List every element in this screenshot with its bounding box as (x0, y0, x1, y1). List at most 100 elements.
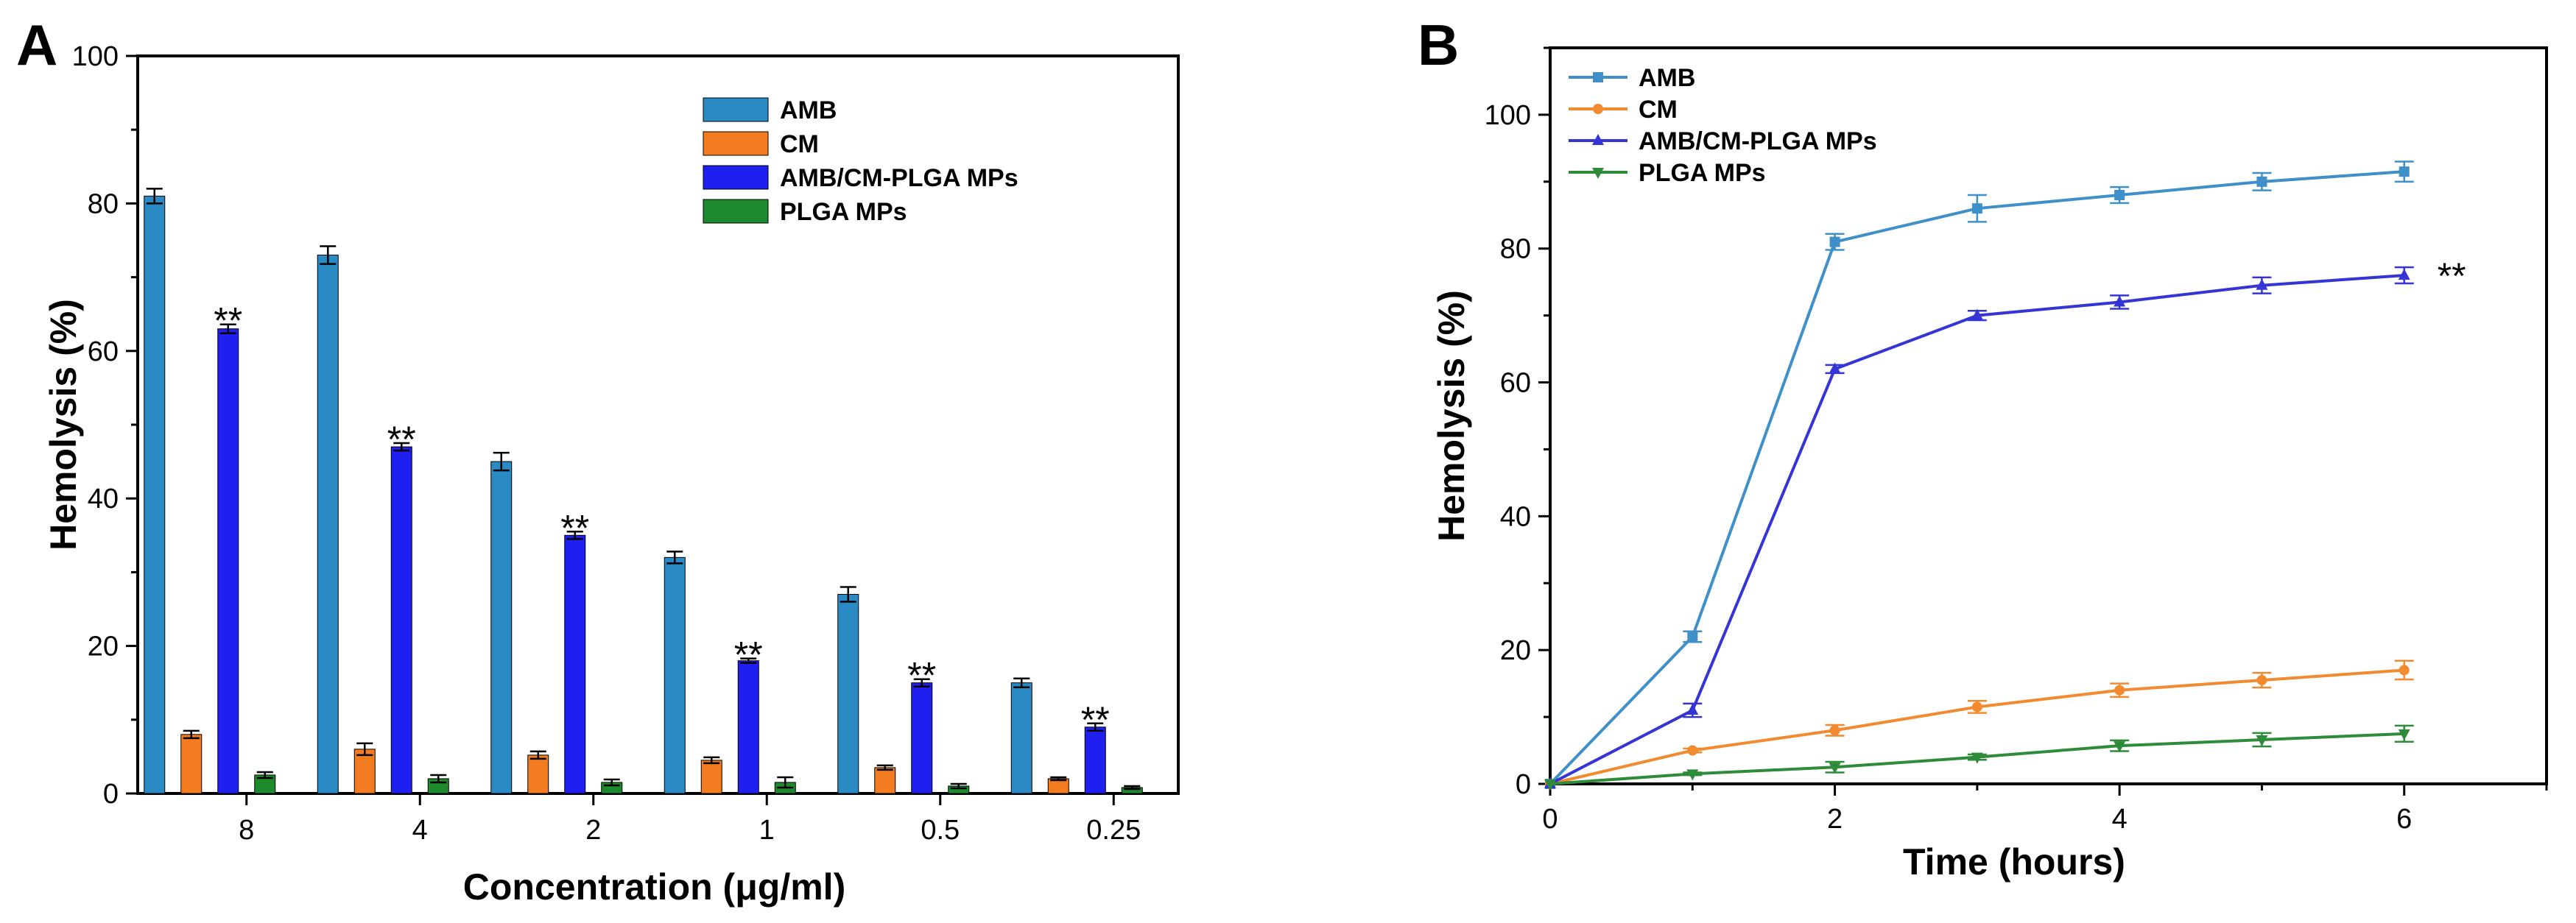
y-tick-label-a: 0 (103, 779, 119, 810)
bar-amb-cm-plga-mps (1084, 726, 1106, 794)
x-axis-title-b: Time (hours) (1903, 841, 2125, 883)
point-plga-mps (2398, 729, 2410, 740)
x-tick-label-a: 0.5 (921, 815, 960, 846)
significance-marks-a: ** ** ** ** ** ** (214, 300, 1109, 740)
line-amb (1549, 170, 2404, 785)
point-plga-mps (1686, 769, 1699, 781)
legend-swatch-plga-mps (703, 199, 769, 224)
x-tick-label-a: 0.25 (1086, 815, 1141, 846)
point-amb (2256, 176, 2267, 187)
legend-marker-cm (1593, 104, 1603, 114)
x-tick-label-a: 1 (759, 815, 775, 846)
significance-mark-a: ** (214, 300, 242, 342)
bar-amb-cm-plga-mps (217, 328, 239, 794)
bar-cm (700, 760, 722, 794)
panel-letter-b: B (1418, 13, 1459, 77)
point-cm (1971, 701, 1982, 712)
legend-b: AMB CM AMB/CM-PLGA MPs PLGA MPs (1569, 64, 1877, 187)
x-tick-label-a: 4 (412, 815, 428, 846)
bar-amb (1010, 682, 1032, 794)
legend-marker-amb (1593, 72, 1603, 82)
point-plga-mps (1829, 763, 1841, 774)
legend-label-amb-cm-plga-mps: AMB/CM-PLGA MPs (1639, 127, 1877, 155)
x-axis-a: 8 4 2 1 0.5 0.25 (239, 793, 1141, 846)
point-amb-cm-plga-mps (2398, 269, 2410, 280)
y-tick-label-b: 60 (1500, 368, 1531, 399)
x-tick-label-b: 0 (1542, 804, 1558, 835)
significance-mark-a: ** (907, 655, 936, 696)
legend-label-amb: AMB (1639, 64, 1695, 92)
bar-amb (664, 556, 686, 794)
bar-cm (180, 734, 203, 794)
bar-amb-cm-plga-mps (390, 446, 412, 794)
point-cm (1829, 725, 1840, 736)
bar-amb (490, 461, 513, 794)
plot-frame-b (1549, 46, 2548, 785)
point-plga-mps (1544, 779, 1556, 791)
significance-mark-b: ** (2438, 255, 2466, 297)
series-lines-b (1544, 160, 2414, 791)
point-amb (2114, 190, 2125, 200)
point-amb-cm-plga-mps (1686, 704, 1699, 715)
point-cm (1687, 745, 1698, 756)
significance-mark-a: ** (387, 419, 416, 460)
y-tick-label-b: 20 (1500, 635, 1531, 666)
panel-b-line-chart: B 0 20 40 60 80 100 0 2 4 6 ** AMB CM AMB/CM-PLGA … (1418, 13, 2548, 883)
line-cm (1549, 668, 2404, 785)
legend-swatch-amb (703, 97, 769, 122)
x-tick-label-a: 2 (585, 815, 601, 846)
significance-mark-a: ** (560, 507, 589, 548)
y-tick-label-a: 100 (72, 41, 119, 72)
y-tick-label-b: 80 (1500, 234, 1531, 265)
x-tick-label-b: 6 (2396, 804, 2412, 835)
x-tick-label-a: 8 (239, 815, 254, 846)
point-amb (1829, 236, 1840, 247)
bar-amb (144, 195, 166, 794)
y-tick-label-a: 40 (88, 484, 119, 514)
point-amb (1687, 632, 1698, 642)
y-axis-title-a: Hemolysis (%) (43, 299, 84, 551)
point-amb (2399, 166, 2410, 177)
significance-mark-a: ** (734, 634, 763, 676)
bars-a (144, 188, 1143, 794)
x-tick-label-b: 4 (2112, 804, 2128, 835)
legend-marker-plga-mps (1592, 168, 1604, 179)
bar-amb (317, 255, 339, 794)
legend-swatch-amb-cm-plga-mps (703, 165, 769, 190)
x-axis-title-a: Concentration (μg/ml) (463, 866, 845, 908)
bar-cm (874, 767, 896, 794)
legend-swatch-cm (703, 131, 769, 156)
bar-cm (527, 754, 549, 794)
point-amb-cm-plga-mps (1829, 362, 1841, 374)
point-amb (1971, 203, 1982, 214)
panel-letter-a: A (16, 13, 57, 77)
y-axis-a: 0 20 40 60 80 100 (72, 41, 138, 810)
y-tick-label-b: 100 (1485, 100, 1531, 131)
legend-label-cm: CM (1639, 96, 1678, 124)
y-tick-label-b: 40 (1500, 501, 1531, 532)
bar-amb-cm-plga-mps (564, 534, 586, 794)
legend-label-plga-mps: PLGA MPs (780, 198, 907, 226)
significance-marks-b: ** (2438, 255, 2466, 297)
point-amb-cm-plga-mps (1971, 308, 1983, 320)
bar-amb-cm-plga-mps (911, 682, 933, 794)
legend-marker-amb-cm-plga-mps (1592, 134, 1604, 145)
bar-amb-cm-plga-mps (737, 660, 759, 794)
point-plga-mps (2114, 741, 2126, 753)
legend-a: AMB CM AMB/CM-PLGA MPs PLGA MPs (703, 96, 1018, 226)
y-tick-label-a: 80 (88, 188, 119, 219)
legend-label-amb: AMB (780, 96, 837, 124)
point-amb-cm-plga-mps (2256, 278, 2268, 290)
legend-label-cm: CM (780, 130, 819, 158)
significance-mark-a: ** (1081, 699, 1110, 740)
legend-label-plga-mps: PLGA MPs (1639, 159, 1766, 187)
panel-a-bar-chart: A 0 20 40 60 80 100 8 4 2 1 0.5 0.25 ** ** ** ** **** … (16, 13, 1180, 908)
point-cm (2114, 685, 2125, 696)
x-tick-label-b: 2 (1827, 804, 1843, 835)
legend-label-amb-cm-plga-mps: AMB/CM-PLGA MPs (780, 164, 1018, 192)
y-tick-label-a: 60 (88, 336, 119, 367)
bar-cm (353, 749, 376, 794)
y-axis-title-b: Hemolysis (%) (1431, 290, 1472, 542)
point-amb-cm-plga-mps (2114, 295, 2126, 307)
